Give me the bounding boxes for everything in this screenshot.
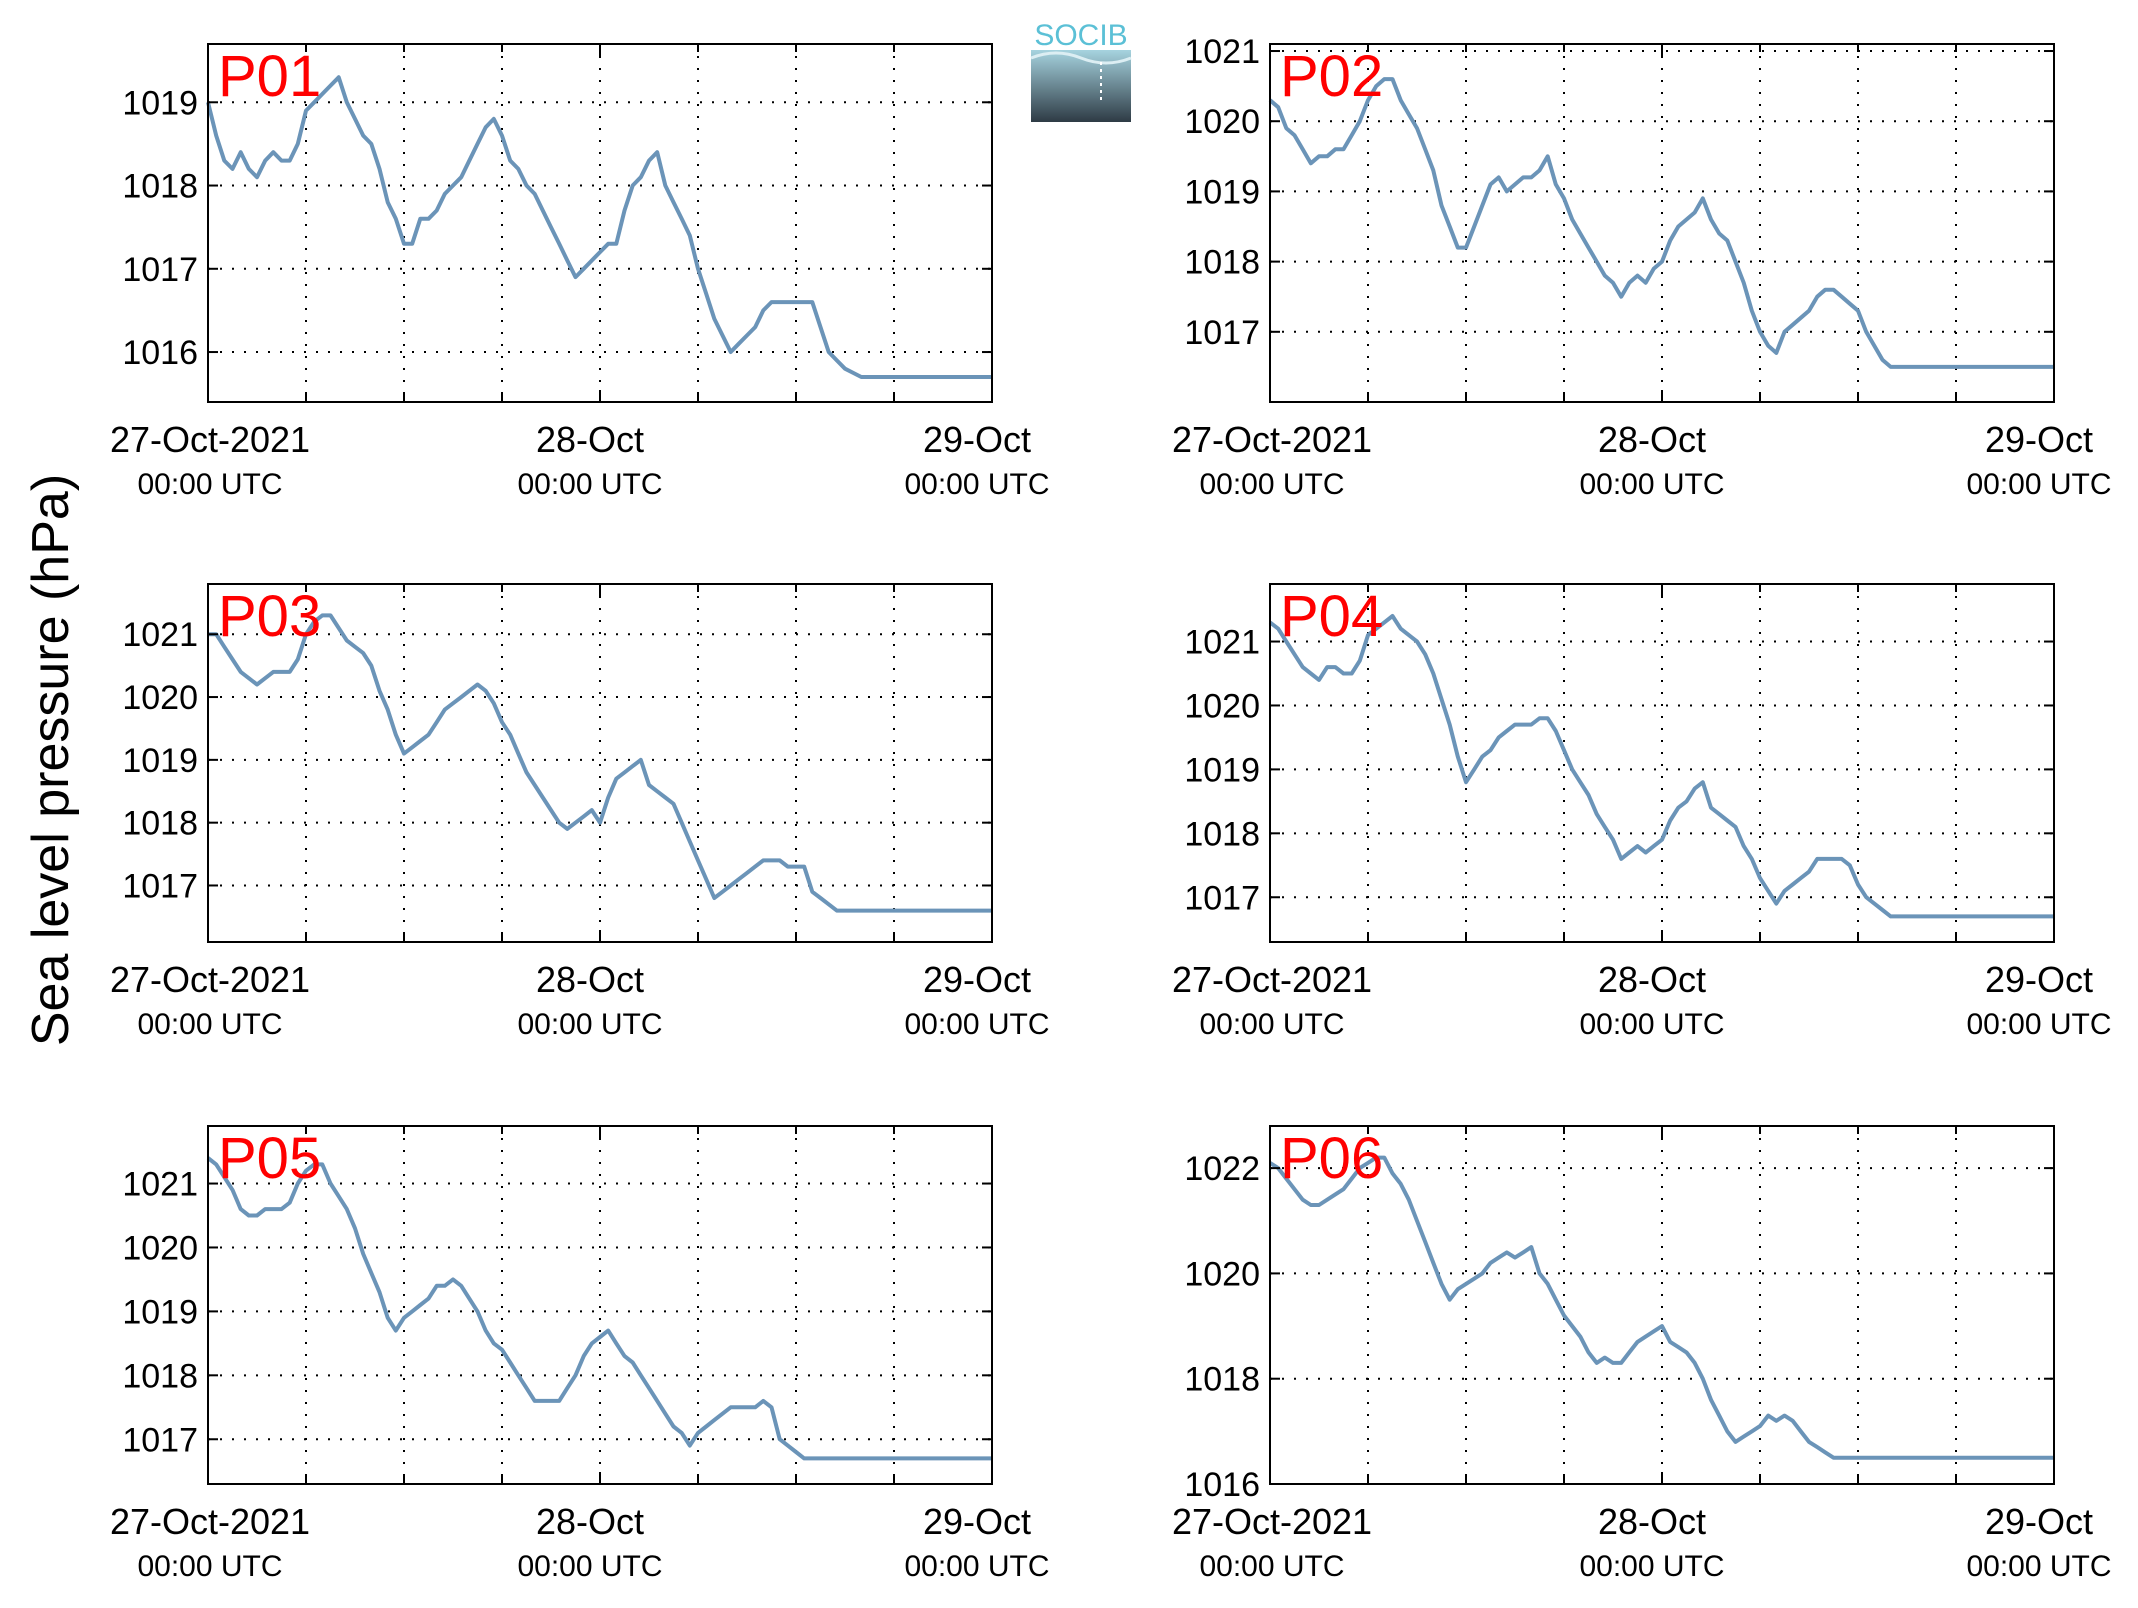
y-tick-label: 1019 [122,1293,198,1331]
chart-panel-p02: 1017 1018 1019 1020 1021 27-Oct-2021 00:00 UTC… [1172,33,2112,501]
socib-logo: SOCIB [1030,19,1132,122]
x-tick-label: 28-Oct [1598,1501,1706,1542]
panels: 1016 1017 1018 1019 27-Oct-2021 00:00 UTC 28-O… [110,33,2112,1583]
x-tick-label: 29-Oct [1985,959,2093,1000]
series-line [206,1156,992,1461]
x-tick-sublabel: 00:00 UTC [137,1550,282,1583]
x-tick-label: 29-Oct [923,419,1031,460]
series-line [208,613,992,913]
y-tick-label: 1017 [1184,314,1260,352]
y-tick-label: 1017 [122,867,198,905]
y-tick-label: 1018 [1184,1361,1260,1399]
x-tick-sublabel: 00:00 UTC [1199,468,1344,501]
chart-panel-p04: 1017 1018 1019 1020 1021 27-Oct-2021 00:00 UTC… [1172,583,2112,1041]
y-tick-label: 1020 [1184,687,1260,725]
x-tick-sublabel: 00:00 UTC [137,1008,282,1041]
x-tick-sublabel: 00:00 UTC [1966,1550,2111,1583]
x-tick-label: 29-Oct [923,1501,1031,1542]
x-tick-sublabel: 00:00 UTC [904,1008,1049,1041]
panel-label: P03 [218,584,321,649]
x-tick-label: 28-Oct [536,419,644,460]
x-tick-label: 29-Oct [1985,1501,2093,1542]
x-tick-sublabel: 00:00 UTC [904,1550,1049,1583]
x-tick-label: 27-Oct-2021 [1172,419,1372,460]
y-tick-label: 1020 [122,1229,198,1267]
x-tick-label: 27-Oct-2021 [110,419,310,460]
series-line [206,75,992,379]
x-tick-label: 27-Oct-2021 [1172,1501,1372,1542]
x-tick-label: 28-Oct [1598,959,1706,1000]
x-tick-sublabel: 00:00 UTC [1579,1550,1724,1583]
x-tick-sublabel: 00:00 UTC [904,468,1049,501]
y-tick-label: 1019 [122,742,198,780]
series-line [1268,1155,2054,1460]
axes-frame [207,583,993,943]
y-tick-label: 1018 [122,805,198,843]
x-tick-sublabel: 00:00 UTC [1579,468,1724,501]
x-tick-label: 29-Oct [1985,419,2093,460]
y-tick-label: 1021 [122,1166,198,1204]
panel-label: P01 [218,44,321,109]
chart-panel-p05: 1017 1018 1019 1020 1021 27-Oct-2021 00:00 UTC… [110,1125,1050,1583]
x-tick-sublabel: 00:00 UTC [517,1008,662,1041]
x-tick-sublabel: 00:00 UTC [517,468,662,501]
y-tick-label: 1018 [1184,815,1260,853]
axes-frame [1269,43,2055,403]
y-tick-label: 1020 [1184,103,1260,141]
x-tick-sublabel: 00:00 UTC [517,1550,662,1583]
series-line [1268,77,2054,369]
y-tick-label: 1018 [122,1357,198,1395]
panel-label: P02 [1280,44,1383,109]
y-tick-label: 1018 [1184,244,1260,282]
y-tick-label: 1019 [1184,173,1260,211]
y-tick-label: 1020 [122,679,198,717]
x-tick-label: 28-Oct [536,1501,644,1542]
logo-text: SOCIB [1034,19,1127,52]
axes-frame [207,1125,993,1485]
x-tick-sublabel: 00:00 UTC [1199,1550,1344,1583]
chart-panel-p01: 1016 1017 1018 1019 27-Oct-2021 00:00 UTC 28-O… [110,43,1050,501]
x-tick-sublabel: 00:00 UTC [1579,1008,1724,1041]
x-tick-sublabel: 00:00 UTC [137,468,282,501]
y-tick-label: 1016 [122,334,198,372]
x-tick-sublabel: 00:00 UTC [1966,468,2111,501]
x-tick-label: 29-Oct [923,959,1031,1000]
x-tick-label: 28-Oct [536,959,644,1000]
panel-label: P06 [1280,1126,1383,1191]
y-tick-label: 1017 [122,1421,198,1459]
series-line [1268,614,2054,919]
y-tick-label: 1019 [122,84,198,122]
panel-label: P05 [218,1126,321,1191]
y-axis-label: Sea level pressure (hPa) [22,474,80,1046]
axes-frame [1269,583,2055,943]
chart-panel-p03: 1017 1018 1019 1020 1021 27-Oct-2021 00:00 UTC… [110,583,1050,1041]
y-tick-label: 1017 [122,251,198,289]
panel-label: P04 [1280,584,1383,649]
x-tick-sublabel: 00:00 UTC [1199,1008,1344,1041]
x-tick-label: 27-Oct-2021 [110,1501,310,1542]
logo-wave [1030,51,1132,65]
y-tick-label: 1018 [122,168,198,206]
y-tick-label: 1017 [1184,879,1260,917]
axes-frame [1269,1125,2055,1485]
x-tick-label: 27-Oct-2021 [1172,959,1372,1000]
x-tick-label: 28-Oct [1598,419,1706,460]
y-tick-label: 1020 [1184,1255,1260,1293]
x-tick-label: 27-Oct-2021 [110,959,310,1000]
chart-panel-p06: 1016 1018 1020 1022 27-Oct-2021 00:00 UTC 28-O… [1172,1125,2112,1583]
y-tick-label: 1021 [1184,33,1260,71]
y-tick-label: 1022 [1184,1150,1260,1188]
y-tick-label: 1019 [1184,751,1260,789]
axes-frame [207,43,993,403]
y-tick-label: 1021 [122,616,198,654]
y-tick-label: 1021 [1184,624,1260,662]
x-tick-sublabel: 00:00 UTC [1966,1008,2111,1041]
y-tick-label: 1016 [1184,1466,1260,1504]
